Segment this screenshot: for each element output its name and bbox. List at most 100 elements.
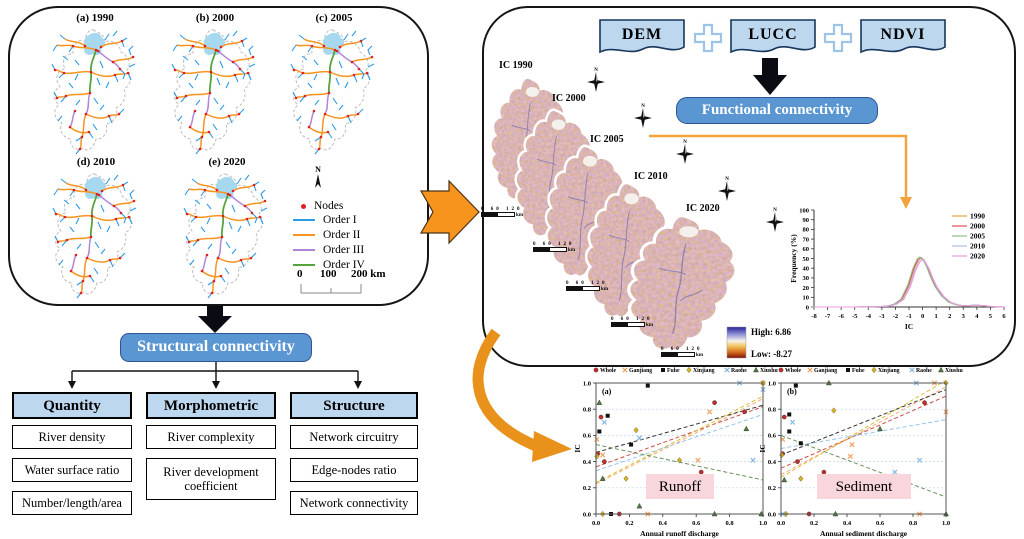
- data-point: [622, 367, 628, 373]
- legend-nodes: Nodes: [301, 200, 343, 212]
- trend-Fuhe: [780, 389, 947, 456]
- dem-label: DEM: [621, 26, 663, 43]
- ic-label-2005: IC 2005: [590, 134, 624, 145]
- item-network-circuitry: Network circuitry: [290, 425, 418, 449]
- y-tick-label: 10: [803, 295, 810, 302]
- ic-scalebar-2010: 0 60 120 km: [611, 317, 655, 328]
- data-point: [724, 367, 730, 373]
- trend-Xinjiang: [595, 395, 764, 484]
- y-tick-label: 40: [803, 266, 810, 273]
- ic-scalebar-1990: 0 60 120 km: [481, 207, 525, 218]
- data-point: [871, 366, 877, 374]
- ic-label-2000: IC 2000: [552, 93, 586, 104]
- x-tick-label: -4: [866, 313, 872, 320]
- legend-label-2020: 2020: [970, 252, 985, 261]
- x-axis-title: IC: [905, 322, 913, 331]
- x-tick-label: 0.8: [909, 520, 918, 527]
- x-tick-label: -6: [838, 313, 844, 320]
- data-point: [594, 436, 600, 442]
- data-point: [623, 475, 629, 482]
- river-map-2010: [53, 174, 136, 298]
- node-dot-icon: [301, 203, 306, 209]
- ic-scale-unit: km: [516, 213, 523, 218]
- data-point: [599, 475, 606, 481]
- legend-label-Whole: Whole: [600, 368, 617, 374]
- panel-label: (a): [602, 387, 612, 396]
- data-point: [661, 368, 665, 372]
- data-point: [602, 459, 607, 464]
- trend-Xiushui: [780, 434, 947, 498]
- data-point: [645, 383, 650, 388]
- data-point: [909, 367, 915, 373]
- trend-Whole: [780, 395, 947, 469]
- item-network-connectivity: Network connectivity: [290, 491, 418, 515]
- data-point: [798, 475, 804, 482]
- y-tick-label: 1.0: [768, 380, 776, 387]
- legend-label-1990: 1990: [970, 212, 985, 221]
- ic-scale-numbers: 0 60 120: [611, 317, 653, 322]
- x-tick-label: 6: [1002, 313, 1006, 320]
- ic-scalebar-2020: 0 60 120 km: [661, 347, 705, 358]
- x-tick-label: -2: [893, 313, 898, 320]
- item-river-complexity: River complexity: [146, 425, 276, 449]
- x-tick-label: -5: [852, 313, 858, 320]
- scale-100: 100: [320, 268, 337, 280]
- data-point: [596, 399, 603, 405]
- x-tick-label: 0.8: [726, 520, 735, 527]
- data-point: [598, 414, 604, 420]
- y-axis-title: IC: [573, 444, 582, 452]
- compass-1990: [587, 68, 605, 92]
- curve-2020: [815, 259, 1006, 308]
- data-point: [593, 367, 599, 373]
- data-point: [695, 457, 701, 463]
- legend-label-Xinjiang: Xinjiang: [878, 368, 900, 374]
- y-tick-label: 0.6: [583, 433, 592, 440]
- legend-order4-label: Order IV: [323, 259, 365, 271]
- ramp-low-label: Low: -8.27: [751, 349, 792, 359]
- ic-scale-bar: [566, 286, 600, 291]
- data-point: [787, 429, 792, 434]
- y-tick-label: 0: [806, 304, 809, 311]
- compass-2000: [634, 104, 652, 128]
- legend-label-2005: 2005: [970, 232, 985, 241]
- y-tick-label: 0.4: [768, 459, 777, 466]
- ic-label-1990: IC 1990: [499, 60, 533, 71]
- curve-2005: [812, 256, 1003, 308]
- label-box-text: Sediment: [836, 479, 893, 495]
- y-tick-label: 100: [799, 207, 809, 214]
- x-axis-title: Annual runoff discharge: [640, 529, 719, 538]
- legend-order3-label: Order III: [323, 244, 365, 256]
- plot-border: [595, 382, 764, 515]
- river-map-2005: [291, 30, 374, 154]
- ic-scalebar-2005: 0 60 120 km: [566, 281, 610, 292]
- data-point: [750, 457, 756, 463]
- item-edge-nodes-ratio: Edge-nodes ratio: [290, 458, 418, 482]
- ic-scale-unit: km: [696, 353, 703, 358]
- north-arrow: N: [315, 165, 321, 188]
- structural-connectivity-button: Structural connectivity: [120, 333, 312, 362]
- ramp-high-label: High: 6.86: [751, 327, 792, 337]
- legend-label-Xiushui: Xiushui: [760, 368, 778, 374]
- data-point: [877, 425, 883, 432]
- y-tick-label: 0.4: [583, 459, 592, 466]
- river-map-1990: [52, 30, 135, 154]
- y-tick-label: 0.8: [768, 407, 777, 414]
- plus-icon-2: [823, 23, 853, 53]
- order3-line-icon: [293, 248, 315, 252]
- trend-Whole: [595, 406, 764, 468]
- ic-scalebar-2000: 0 60 120 km: [533, 242, 577, 253]
- data-point: [793, 383, 798, 388]
- x-tick-label: 0.4: [843, 520, 852, 527]
- data-point: [787, 412, 792, 417]
- trend-Raohe: [780, 419, 947, 449]
- data-point: [698, 469, 704, 475]
- data-point: [712, 400, 717, 405]
- map-label-b: (b) 2000: [195, 12, 235, 24]
- ic-scale-bar: [533, 247, 567, 252]
- data-point: [846, 368, 850, 372]
- legend-label-2010: 2010: [970, 242, 985, 251]
- legend-label-Fuhe: Fuhe: [852, 368, 865, 374]
- map-label-e: (e) 2020: [208, 156, 246, 168]
- sediment-scatter-chart: 0.0 0.2 0.4 0.6 0.8 1.00.00.20.40.60.81.0Annu…: [758, 366, 963, 538]
- ic-scale-numbers: 0 60 120: [661, 347, 703, 352]
